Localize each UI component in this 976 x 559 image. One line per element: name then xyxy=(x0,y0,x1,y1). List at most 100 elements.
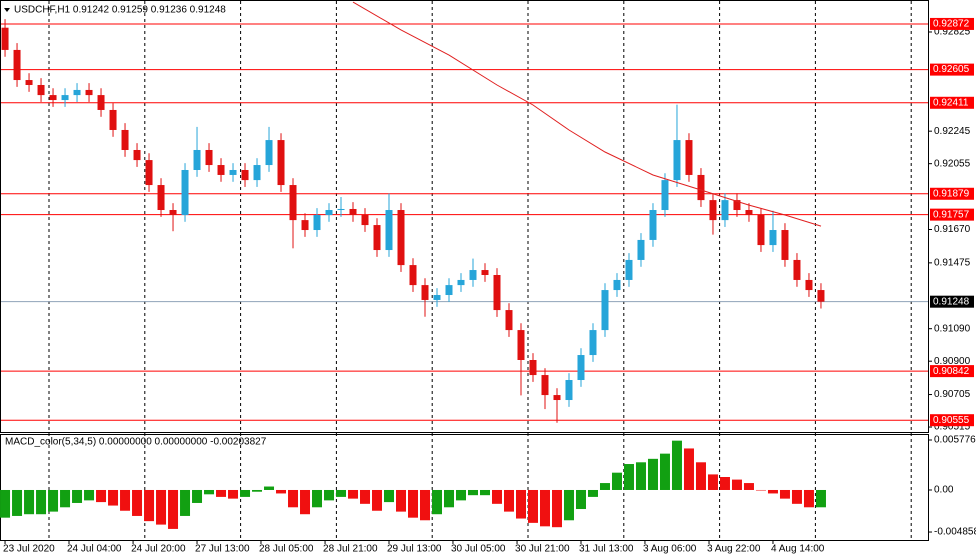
macd-bar xyxy=(216,489,227,497)
candle-body xyxy=(757,214,765,246)
candle-body xyxy=(1,27,9,50)
y-tick-label: 0.90515 xyxy=(934,422,971,433)
candle-body xyxy=(733,200,741,211)
macd-bar xyxy=(132,489,143,516)
macd-bar xyxy=(491,489,502,504)
macd-bar xyxy=(815,489,826,508)
macd-bar xyxy=(503,489,514,512)
y-tick-label: 0.90900 xyxy=(934,356,971,367)
macd-bar xyxy=(204,489,215,495)
macd-bar xyxy=(611,472,622,490)
candle-body xyxy=(649,210,657,240)
macd-bar xyxy=(264,486,275,490)
x-tick-label: 29 Jul 13:00 xyxy=(387,544,442,555)
candle-body xyxy=(793,259,801,280)
macd-bar xyxy=(432,489,443,515)
macd-bar xyxy=(168,489,179,529)
indicator-y-tick-label: 0.0057762 xyxy=(934,435,976,446)
candle-body xyxy=(361,214,369,226)
macd-bar xyxy=(743,483,754,490)
macd-bar xyxy=(731,479,742,490)
level-label-box xyxy=(930,208,974,221)
x-tick-label: 30 Jul 21:00 xyxy=(515,544,570,555)
candle-body xyxy=(241,169,249,181)
macd-bar xyxy=(587,489,598,497)
candle-body xyxy=(121,129,129,150)
candle-body xyxy=(13,49,21,81)
macd-bar xyxy=(96,489,107,503)
level-label: 0.91879 xyxy=(933,188,970,199)
candle-body xyxy=(517,330,525,360)
macd-bar xyxy=(623,464,634,490)
macd-bar xyxy=(767,489,778,494)
macd-bar xyxy=(695,462,706,490)
candle-body xyxy=(373,225,381,251)
x-tick-label: 28 Jul 05:00 xyxy=(259,544,314,555)
macd-bar xyxy=(180,489,191,516)
y-tick-label: 0.92055 xyxy=(934,158,971,169)
candle-body xyxy=(529,360,537,376)
y-tick-label: 0.91475 xyxy=(934,258,971,269)
candle-body xyxy=(565,380,573,401)
candle-body xyxy=(73,89,81,96)
candle-body xyxy=(661,180,669,211)
candle-body xyxy=(421,285,429,300)
level-label: 0.90555 xyxy=(933,415,970,426)
candle-body xyxy=(685,140,693,175)
candle-body xyxy=(457,279,465,286)
macd-bar xyxy=(635,462,646,490)
indicator-label: MACD_color(5,34,5) 0.00000000 0.00000000… xyxy=(5,437,267,448)
candle-body xyxy=(289,185,297,221)
candle-body xyxy=(445,285,453,296)
macd-bar xyxy=(348,489,359,499)
level-label: 0.92872 xyxy=(933,19,970,30)
x-tick-label: 24 Jul 04:00 xyxy=(67,544,122,555)
macd-bar xyxy=(659,453,670,490)
candle-body xyxy=(181,169,189,215)
level-label-box xyxy=(930,17,974,30)
macd-bar xyxy=(192,489,203,503)
candle-body xyxy=(229,169,237,175)
macd-bar xyxy=(779,489,790,499)
indicator-y-tick-label: 0.00 xyxy=(934,485,954,496)
candle-body xyxy=(601,290,609,331)
macd-bar xyxy=(551,489,562,528)
candle-body xyxy=(301,220,309,231)
level-label: 0.90842 xyxy=(933,366,970,377)
candle-body xyxy=(49,95,57,101)
y-tick-label: 0.91090 xyxy=(934,323,971,334)
macd-bar xyxy=(144,489,155,522)
macd-bar xyxy=(396,489,407,512)
macd-bar xyxy=(671,440,682,490)
candle-body xyxy=(433,295,441,300)
macd-bar xyxy=(719,477,730,490)
x-tick-label: 30 Jul 05:00 xyxy=(451,544,506,555)
x-tick-label: 31 Jul 13:00 xyxy=(579,544,634,555)
y-tick-label: 0.92245 xyxy=(934,126,971,137)
candle-body xyxy=(469,270,477,280)
moving-average xyxy=(352,1,822,227)
candle-body xyxy=(205,149,213,166)
level-label: 0.92605 xyxy=(933,64,970,75)
y-tick-label: 0.92825 xyxy=(934,27,971,38)
macd-bar xyxy=(527,489,538,523)
candle-body xyxy=(589,330,597,356)
macd-bar xyxy=(84,489,95,501)
macd-bar xyxy=(0,489,11,518)
macd-bar xyxy=(467,489,478,496)
macd-bar xyxy=(372,489,383,511)
level-label: 0.91757 xyxy=(933,209,970,220)
main-panel xyxy=(0,0,929,433)
macd-bar xyxy=(24,489,35,515)
x-tick-label: 28 Jul 21:00 xyxy=(323,544,378,555)
candle-body xyxy=(133,149,141,161)
candle-body xyxy=(553,395,561,401)
macd-bar xyxy=(60,489,71,508)
candle-body xyxy=(109,109,117,130)
candle-body xyxy=(673,140,681,181)
y-tick-label: 0.91670 xyxy=(934,224,971,235)
candle-body xyxy=(145,160,153,186)
candle-body xyxy=(781,230,789,260)
macd-bar xyxy=(300,489,311,515)
